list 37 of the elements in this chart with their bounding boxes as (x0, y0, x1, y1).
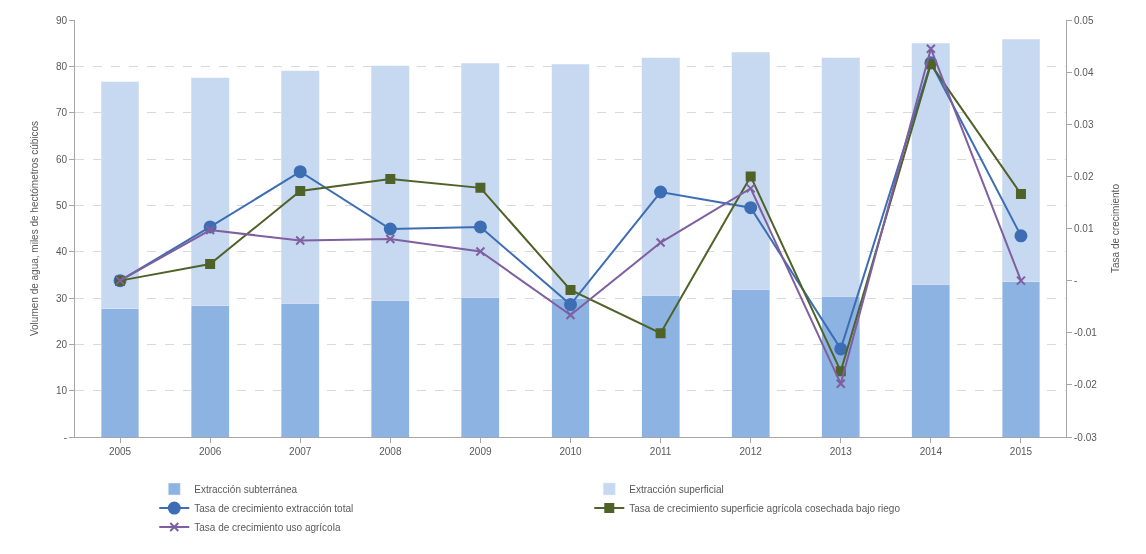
y-tick-label: - (63, 431, 67, 443)
y2-tick-label: 0.01 (1074, 223, 1094, 234)
y-tick-label: 60 (55, 153, 68, 165)
legend-label: Extracción superficial (629, 483, 724, 495)
x-tick-label: 2014 (919, 446, 943, 457)
x-tick-label: 2005 (108, 446, 132, 457)
y2-tick-label: 0.04 (1074, 66, 1094, 78)
x-tick-label: 2007 (289, 446, 312, 457)
legend-label: Tasa de crecimiento uso agrícola (194, 521, 341, 533)
y2-tick-label: -0.01 (1074, 327, 1098, 339)
x-tick-label: 2010 (559, 446, 583, 457)
y-axis-title: Volumen de agua, miles de hectómetros cúbicos (28, 120, 40, 337)
y-tick-label: 20 (55, 338, 68, 350)
x-tick-label: 2012 (739, 446, 763, 457)
y2-tick-label: -0.03 (1074, 431, 1098, 443)
y-tick-label: 40 (55, 246, 68, 258)
y-tick-label: 10 (55, 385, 68, 397)
x-tick-label: 2009 (469, 446, 492, 457)
y2-tick-label: -0.02 (1074, 379, 1098, 391)
y-tick-label: 30 (55, 292, 68, 304)
y2-tick-label: 0.02 (1074, 170, 1094, 182)
y-tick-label: 90 (55, 14, 68, 26)
legend-label: Extracción subterránea (194, 483, 298, 495)
y-tick-label: 70 (55, 107, 68, 119)
y2-tick-label: 0.05 (1074, 14, 1094, 26)
legend-label: Tasa de crecimiento extracción total (194, 502, 354, 514)
legend-label: Tasa de crecimiento superficie agrícola cosechada bajo riego (629, 502, 901, 514)
y2-axis-title: Tasa de crecimiento (1109, 183, 1121, 273)
x-tick-label: 2011 (649, 446, 672, 457)
x-tick-label: 2013 (829, 446, 853, 457)
y2-tick-label: 0.03 (1074, 118, 1094, 130)
x-tick-label: 2008 (379, 446, 402, 457)
y-tick-label: 50 (55, 199, 68, 211)
x-tick-label: 2015 (1009, 446, 1033, 457)
y-tick-label: 80 (55, 60, 68, 72)
x-tick-label: 2006 (199, 446, 222, 457)
y2-tick-label: - (1074, 275, 1078, 287)
